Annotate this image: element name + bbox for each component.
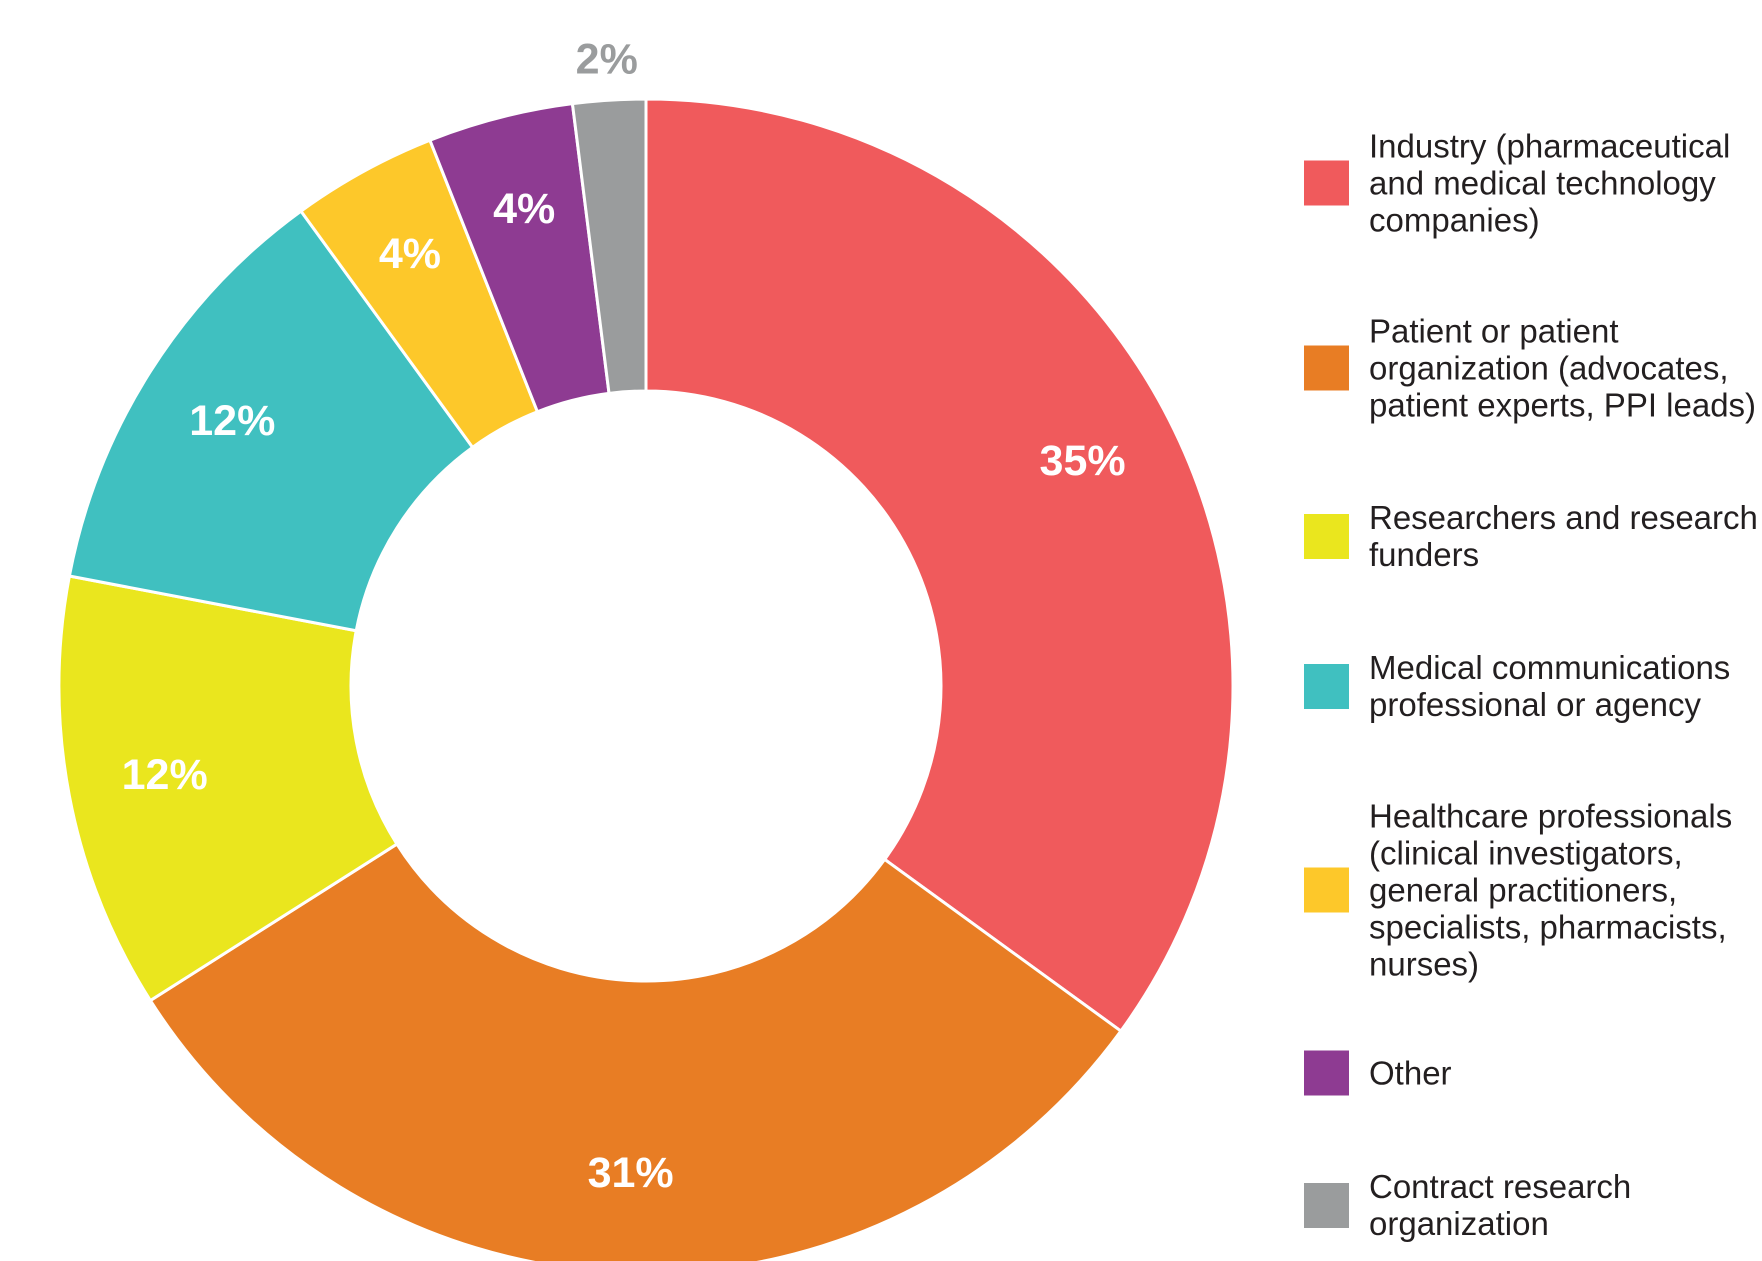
data-label: 12% (189, 397, 275, 445)
data-label: 12% (122, 751, 208, 799)
data-label: 4% (379, 230, 441, 278)
legend-swatch (1304, 867, 1349, 913)
data-label: 31% (588, 1149, 674, 1197)
legend-label: Patient or patient organization (advocat… (1369, 312, 1757, 424)
legend-label: Healthcare professionals (clinical inves… (1369, 797, 1733, 983)
legend-label: Contract research organization (1369, 1168, 1632, 1242)
legend-label: Other (1369, 1054, 1452, 1092)
legend-item: Patient or patient organization (advocat… (1304, 313, 1762, 424)
legend-swatch (1304, 663, 1349, 709)
slice (148, 841, 1123, 1261)
slice (570, 97, 648, 396)
data-label: 2% (576, 36, 638, 84)
slice (57, 574, 399, 1003)
slice (644, 97, 1235, 1034)
legend-item: Industry (pharmaceutical and medical tec… (1304, 128, 1762, 239)
legend-item: Contract research organization (1304, 1168, 1762, 1242)
legend-swatch (1304, 513, 1349, 559)
legend-swatch (1304, 160, 1349, 206)
data-label: 4% (493, 185, 555, 233)
legend-swatch (1304, 1182, 1349, 1228)
legend-item: Other (1304, 1050, 1762, 1096)
legend-swatch (1304, 345, 1349, 391)
slice (67, 209, 475, 633)
legend-item: Researchers and research funders (1304, 499, 1762, 573)
data-label: 35% (1040, 437, 1126, 485)
legend-label: Researchers and research funders (1369, 499, 1758, 573)
legend-label: Medical communications professional or a… (1369, 649, 1731, 723)
legend-label: Industry (pharmaceutical and medical tec… (1369, 127, 1731, 239)
legend-swatch (1304, 1050, 1349, 1096)
legend-item: Healthcare professionals (clinical inves… (1304, 798, 1762, 983)
legend-item: Medical communications professional or a… (1304, 649, 1762, 723)
